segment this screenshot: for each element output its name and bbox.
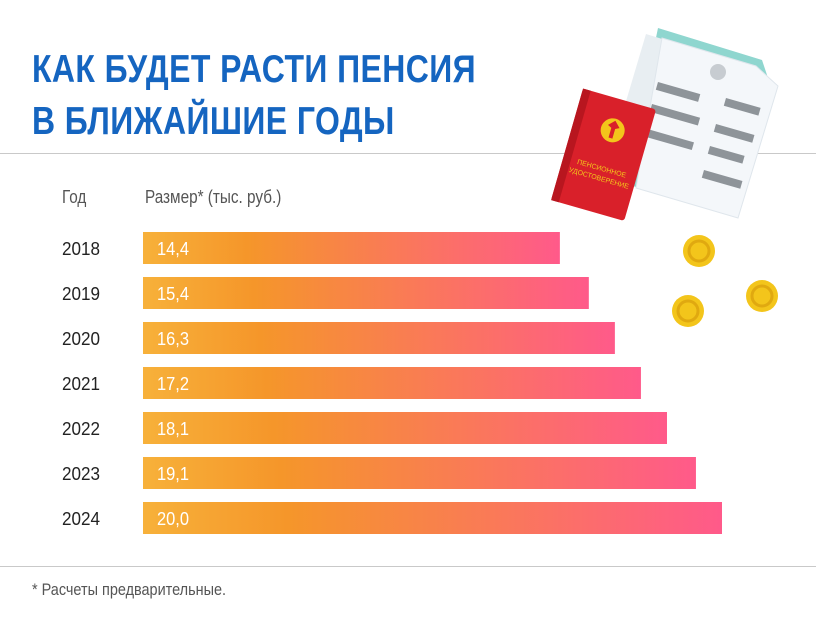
year-label: 2019 <box>62 284 100 304</box>
bars-group: 2018 14,4 2019 15,4 2020 16,3 2021 17,2 2022 18,1… <box>62 232 722 534</box>
year-label: 2023 <box>62 464 100 484</box>
coin-icon <box>746 280 778 312</box>
year-label: 2024 <box>62 509 100 529</box>
bar <box>143 367 641 399</box>
coin-icon <box>683 235 715 267</box>
top-divider <box>0 153 816 154</box>
bar-value-label: 19,1 <box>157 464 189 484</box>
year-label: 2021 <box>62 374 100 394</box>
document-front-icon <box>635 37 779 219</box>
bar-value-label: 18,1 <box>157 419 189 439</box>
bottom-divider <box>0 566 816 567</box>
pension-certificate: ПЕНСИОННОЕ УДОСТОВЕРЕНИЕ <box>551 88 656 221</box>
page-title: КАК БУДЕТ РАСТИ ПЕНСИЯ В БЛИЖАЙШИЕ ГОДЫ <box>32 44 476 148</box>
title-line-2: В БЛИЖАЙШИЕ ГОДЫ <box>32 100 395 143</box>
bar-value-label: 15,4 <box>157 284 189 304</box>
bar <box>143 457 696 489</box>
year-label: 2018 <box>62 239 100 259</box>
documents-illustration: ПЕНСИОННОЕ УДОСТОВЕРЕНИЕ <box>551 28 779 221</box>
bar-value-label: 16,3 <box>157 329 189 349</box>
title-line-1: КАК БУДЕТ РАСТИ ПЕНСИЯ <box>32 48 477 91</box>
bar-value-label: 20,0 <box>157 509 189 529</box>
bar-value-label: 17,2 <box>157 374 189 394</box>
footnote: * Расчеты предварительные. <box>32 580 227 599</box>
bar <box>143 502 722 534</box>
bar <box>143 412 667 444</box>
size-column-header: Размер* (тыс. руб.) <box>145 187 282 207</box>
year-label: 2020 <box>62 329 100 349</box>
year-column-header: Год <box>62 187 87 207</box>
bar <box>143 232 560 264</box>
year-label: 2022 <box>62 419 100 439</box>
coin-icon <box>672 295 704 327</box>
bar <box>143 277 589 309</box>
bar-value-label: 14,4 <box>157 239 189 259</box>
bar <box>143 322 615 354</box>
